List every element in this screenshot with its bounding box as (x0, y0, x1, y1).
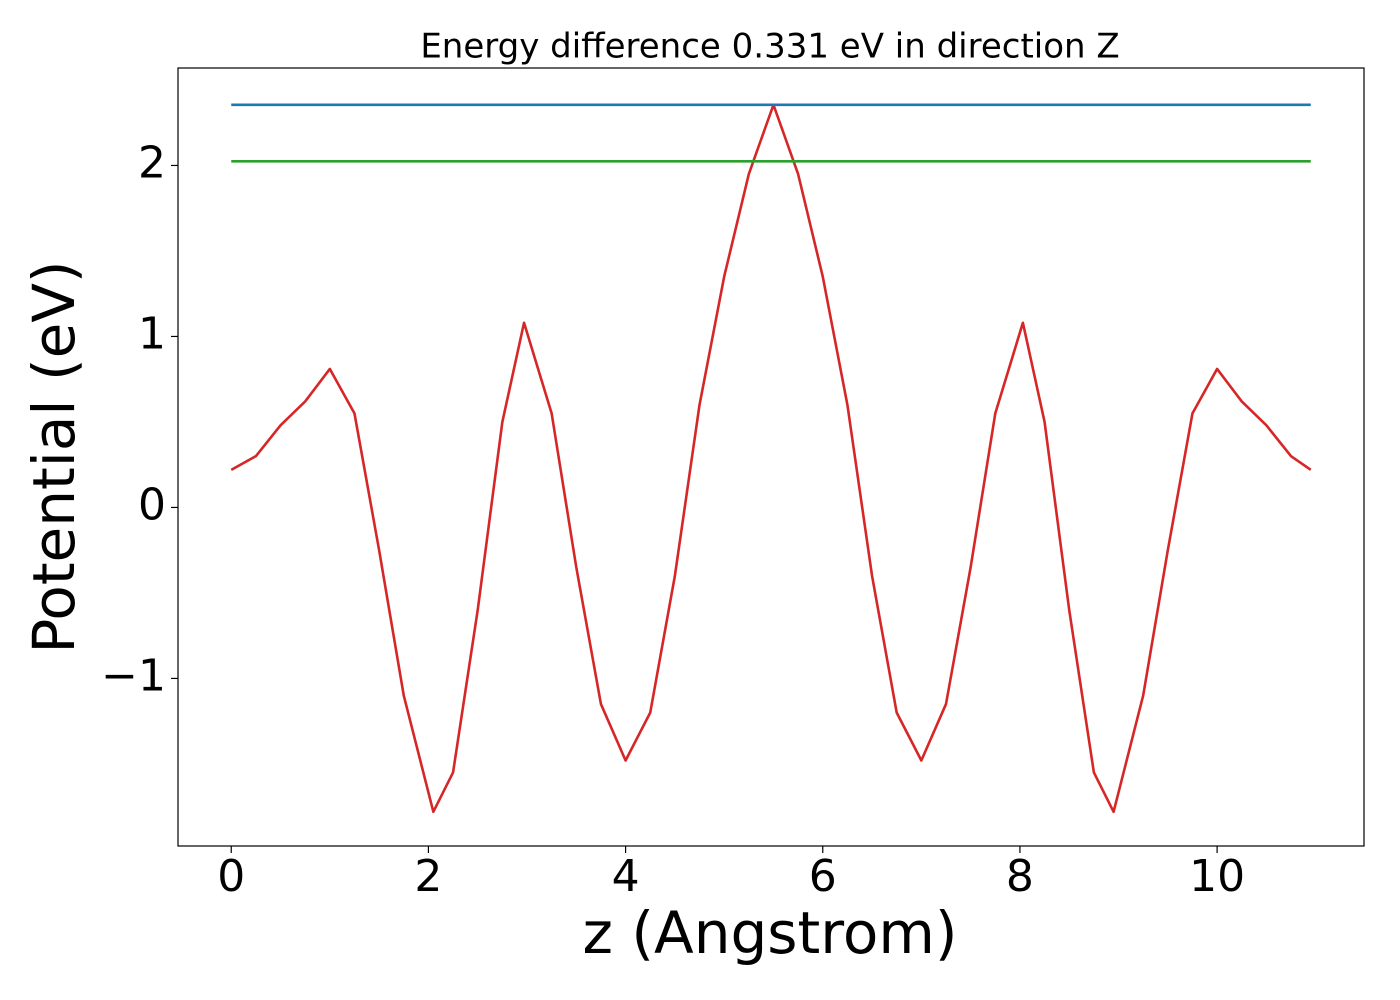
x-tick-label: 4 (612, 851, 640, 902)
x-axis-label: z (Angstrom) (583, 899, 958, 967)
x-tick-label: 2 (414, 851, 442, 902)
data-line (230, 103, 1312, 814)
y-tick-label: 0 (138, 479, 166, 530)
x-tick-label: 10 (1189, 851, 1245, 902)
x-tick-label: 6 (809, 851, 837, 902)
plot-frame (177, 67, 1365, 847)
y-tick-label: 1 (138, 308, 166, 359)
y-axis-label: Potential (eV) (20, 260, 88, 653)
y-tick-label: 2 (138, 137, 166, 188)
x-tick-label: 8 (1006, 851, 1034, 902)
y-tick-label: −1 (101, 650, 166, 701)
chart-title: Energy difference 0.331 eV in direction … (420, 27, 1119, 67)
x-tick-label: 0 (217, 851, 245, 902)
